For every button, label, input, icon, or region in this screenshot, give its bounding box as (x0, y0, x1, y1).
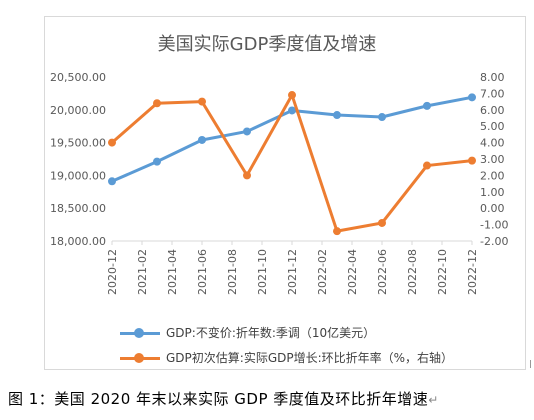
figure-caption: 图 1：美国 2020 年末以来实际 GDP 季度值及环比折年增速↵ (8, 388, 439, 409)
chart-legend: GDP:不变价:折年数:季调（10亿美元） GDP初次估算:实际GDP增长:环比… (118, 320, 453, 370)
series-point-0 (423, 101, 431, 110)
caption-return-mark: ↵ (428, 393, 439, 407)
x-axis-tick-label: 2022-06 (376, 249, 389, 295)
series-point-0 (198, 135, 206, 144)
right-axis-tick-label: -1.00 (480, 219, 508, 232)
left-axis-tick-label: 18,500.00 (50, 202, 106, 215)
right-axis-tick-label: 1.00 (480, 186, 505, 199)
legend-swatch-blue (118, 327, 162, 339)
series-point-1 (243, 171, 251, 180)
x-axis-tick-label: 2022-08 (406, 249, 419, 295)
x-axis-tick-label: 2021-06 (196, 249, 209, 295)
right-axis-tick-label: 5.00 (480, 120, 505, 133)
x-axis-tick-label: 2022-02 (316, 249, 329, 295)
right-axis-tick-label: 6.00 (480, 104, 505, 117)
legend-label-gdp-growth: GDP初次估算:实际GDP增长:环比折年率（%，右轴） (166, 351, 454, 365)
series-point-1 (108, 138, 116, 147)
x-axis-tick-label: 2021-08 (226, 249, 239, 295)
right-axis-tick-label: 4.00 (480, 137, 505, 150)
chart-frame (44, 16, 526, 370)
series-point-0 (333, 111, 341, 120)
series-point-1 (468, 156, 476, 165)
series-line-1 (111, 93, 473, 233)
right-axis-tick-label: 2.00 (480, 169, 505, 182)
series-point-0 (108, 177, 116, 186)
frame-corner-mark (530, 360, 534, 368)
x-axis-tick-label: 2021-10 (256, 249, 269, 295)
left-axis-tick-label: 20,500.00 (50, 71, 106, 84)
x-axis-tick-label: 2021-04 (166, 249, 179, 295)
series-point-1 (153, 99, 161, 108)
series-point-0 (468, 93, 476, 102)
left-axis-tick-label: 20,000.00 (50, 104, 106, 117)
caption-text: 图 1：美国 2020 年末以来实际 GDP 季度值及环比折年增速 (8, 390, 429, 408)
right-axis-tick-label: -2.00 (480, 235, 508, 248)
legend-item-gdp-growth: GDP初次估算:实际GDP增长:环比折年率（%，右轴） (118, 345, 453, 370)
series-point-0 (243, 127, 251, 136)
legend-item-gdp-level: GDP:不变价:折年数:季调（10亿美元） (118, 320, 453, 345)
left-axis-tick-label: 18,000.00 (50, 235, 106, 248)
legend-swatch-orange (118, 352, 162, 364)
x-axis-tick-label: 2022-10 (436, 249, 449, 295)
left-axis-tick-label: 19,000.00 (50, 169, 106, 182)
right-axis-tick-label: 8.00 (480, 71, 505, 84)
series-point-1 (198, 97, 206, 106)
series-point-1 (423, 161, 431, 170)
left-axis-tick-label: 19,500.00 (50, 137, 106, 150)
series-point-1 (288, 91, 296, 100)
x-axis-tick-label: 2020-12 (106, 249, 119, 295)
right-axis-tick-label: 3.00 (480, 153, 505, 166)
series-point-1 (333, 227, 341, 236)
series-point-0 (288, 106, 296, 115)
x-axis-tick-label: 2022-04 (346, 249, 359, 295)
right-axis-tick-label: 0.00 (480, 202, 505, 215)
series-point-0 (153, 157, 161, 166)
legend-label-gdp-level: GDP:不变价:折年数:季调（10亿美元） (166, 326, 376, 340)
series-point-0 (378, 113, 386, 122)
chart-title: 美国实际GDP季度值及增速 (157, 34, 377, 55)
series-point-1 (378, 218, 386, 227)
x-axis-tick-label: 2021-12 (286, 249, 299, 295)
x-axis-tick-label: 2021-02 (136, 249, 149, 295)
x-axis-tick-label: 2022-12 (466, 249, 479, 295)
right-axis-tick-label: 7.00 (480, 87, 505, 100)
